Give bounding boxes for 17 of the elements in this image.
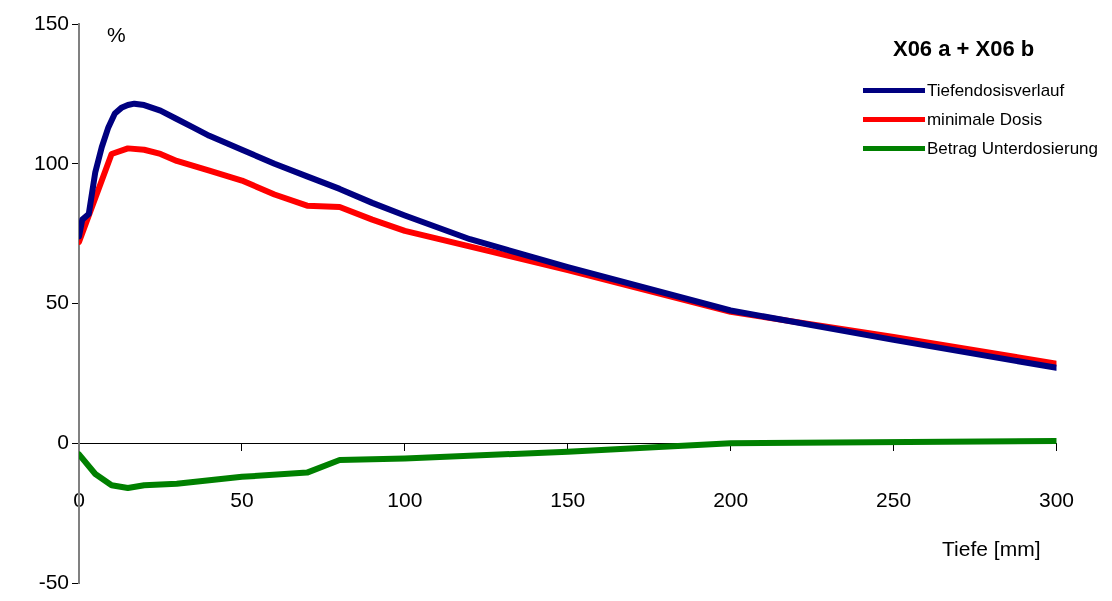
y-tick-label: 50 xyxy=(45,290,69,314)
x-tick-label: 200 xyxy=(713,487,749,511)
y-tick-label: 0 xyxy=(57,430,69,454)
x-tick-label: 300 xyxy=(1038,487,1074,511)
y-tick-label: 150 xyxy=(33,10,69,34)
y-axis-title: % xyxy=(107,23,126,47)
y-tick-label: -50 xyxy=(38,569,69,593)
legend-label: Tiefendosisverlauf xyxy=(926,80,1065,101)
x-tick-label: 100 xyxy=(387,487,423,511)
y-tick-label: 100 xyxy=(33,150,69,174)
legend-title: X06 a + X06 b xyxy=(891,36,1036,62)
legend-label: minimale Dosis xyxy=(926,109,1043,130)
x-tick-label: 50 xyxy=(230,487,254,511)
x-tick-label: 250 xyxy=(876,487,912,511)
x-axis-title: Tiefe [mm] xyxy=(942,537,1041,561)
x-tick-label: 150 xyxy=(550,487,586,511)
legend-label: Betrag Unterdosierung xyxy=(926,138,1098,159)
